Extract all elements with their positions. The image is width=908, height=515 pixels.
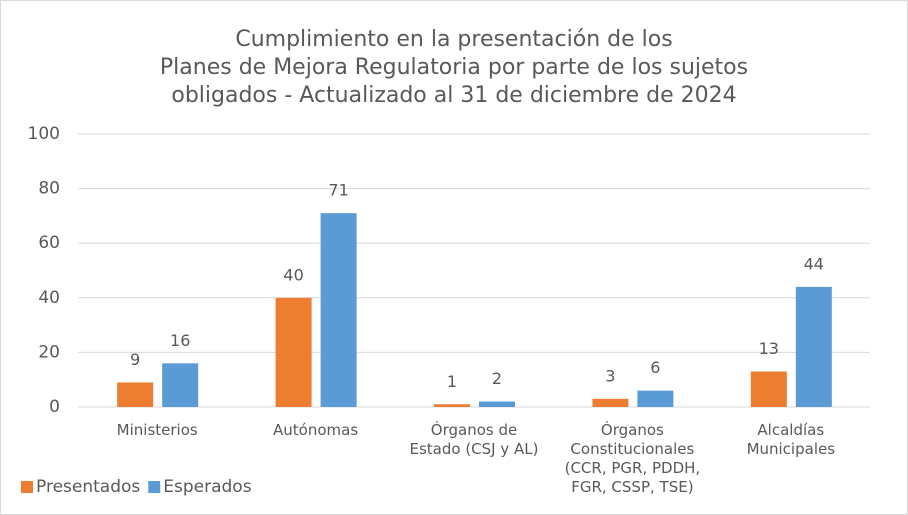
x-tick-label: Alcaldías Municipales: [746, 421, 836, 458]
value-label: 6: [650, 358, 660, 377]
value-label: 13: [759, 339, 779, 358]
bar: [162, 363, 199, 407]
x-label-box: Autónomas: [273, 421, 359, 439]
legend-label: Esperados: [163, 477, 251, 497]
y-tick-label: 40: [38, 288, 60, 308]
x-tick-label: Órganos Constitucionales (CCR, PGR, PDDH…: [564, 421, 701, 496]
bar: [117, 382, 154, 407]
bar: [637, 390, 674, 407]
x-label-box: Órganos de Estado (CSJ y AL): [409, 421, 539, 458]
chart-title: Cumplimiento en la presentación de los P…: [159, 27, 749, 108]
bar: [434, 404, 470, 407]
title-box: Cumplimiento en la presentación de los P…: [159, 27, 749, 108]
value-label: 9: [130, 350, 140, 369]
value-label: 1: [447, 372, 457, 391]
bar: [320, 213, 357, 407]
x-tick-label: Autónomas: [273, 421, 359, 439]
value-label: 16: [170, 331, 190, 350]
y-tick-label: 60: [38, 233, 60, 253]
y-tick-label: 0: [49, 397, 60, 417]
bar: [750, 371, 787, 407]
legend-swatch: [148, 481, 161, 493]
y-tick-label: 80: [38, 179, 60, 199]
legend-label: Presentados: [36, 477, 140, 497]
value-label: 40: [283, 265, 303, 284]
bar: [795, 286, 832, 407]
bar: [592, 398, 629, 407]
x-tick-label: Órganos de Estado (CSJ y AL): [409, 421, 539, 458]
y-tick-label: 100: [28, 124, 60, 144]
bar: [275, 297, 312, 407]
bar: [479, 401, 515, 407]
value-label: 71: [328, 181, 348, 200]
x-label-box: Ministerios: [116, 421, 198, 439]
x-label-box: Órganos Constitucionales (CCR, PGR, PDDH…: [564, 421, 701, 496]
value-label: 3: [605, 366, 615, 385]
x-tick-label: Ministerios: [116, 421, 198, 439]
value-label: 44: [804, 254, 824, 273]
value-label: 2: [492, 369, 502, 388]
y-tick-label: 20: [38, 342, 60, 362]
x-label-box: Alcaldías Municipales: [746, 421, 836, 458]
legend-swatch: [21, 481, 33, 493]
